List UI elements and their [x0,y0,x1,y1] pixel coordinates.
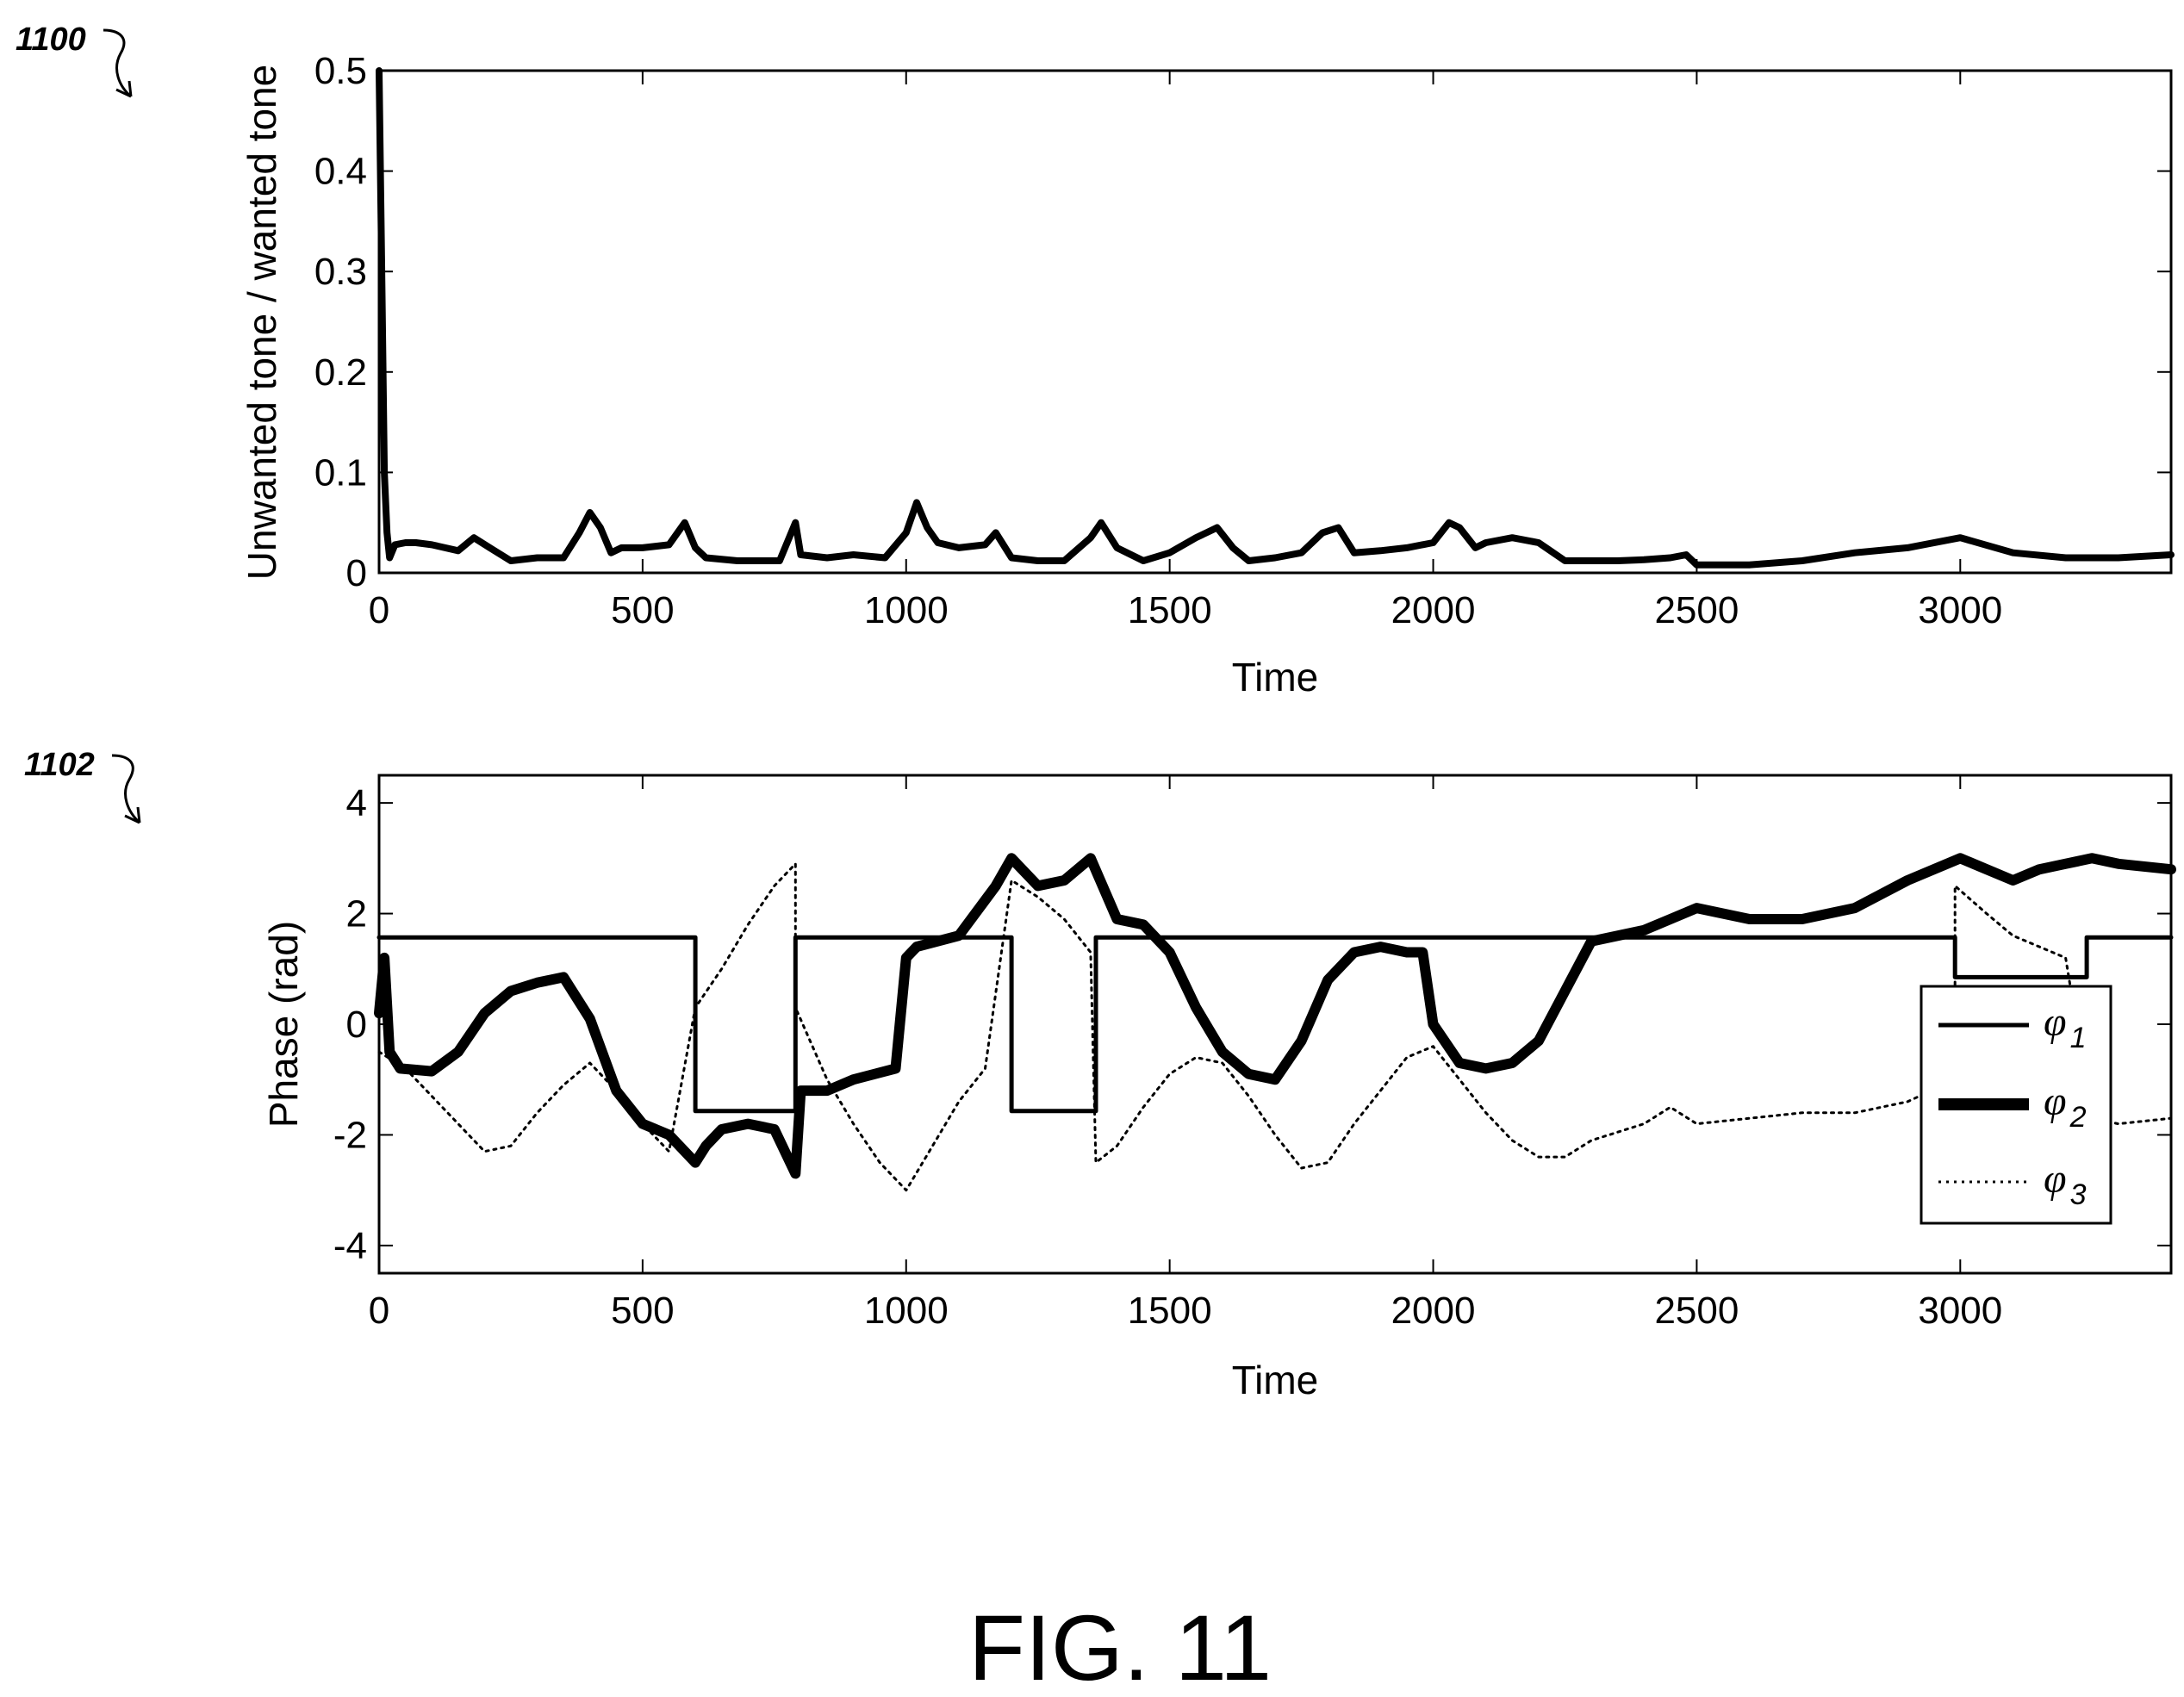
tone-ratio-x-tick-label: 1500 [1128,589,1212,631]
phase-x-tick-label: 1500 [1128,1290,1212,1332]
phase-series-phi3 [377,862,2173,1192]
phase-y-tick-label: 2 [346,893,367,936]
phase-y-tick-label: 0 [346,1004,367,1046]
tone-ratio-x-tick-label: 1000 [864,589,949,631]
ref-bottom-group: 1102 [24,747,141,824]
tone-ratio-y-axis-label: Unwanted tone / wanted tone [240,65,284,580]
phase-y-tick-label: -2 [333,1114,367,1156]
tone-ratio-x-tick-label: 500 [611,589,674,631]
ref-bottom-arrow-line [111,754,141,824]
phase-x-tick-label: 2000 [1391,1290,1476,1332]
legend-subscript: 2 [2069,1101,2087,1134]
tone-ratio-x-tick-label: 2000 [1391,589,1476,631]
tone-ratio-y-tick-label: 0.2 [314,351,367,394]
phase-series-phi1 [376,935,2174,1114]
tone-ratio-chart: 0 500 1000 1500 2000 2500 3000 0 0.1 0.2 0.3 0.4 0.… [240,50,2175,699]
phase-chart: 0 500 1000 1500 2000 2500 3000 -4 -2 0 2 4 Time Ph… [261,774,2176,1402]
phase-x-axis-label: Time [1232,1358,1319,1402]
phase-x-tick-label: 2500 [1654,1290,1739,1332]
phase-y-tick-label: -4 [333,1225,367,1267]
tone-ratio-x-tick-label: 2500 [1654,589,1739,631]
phase-x-tick-label: 500 [611,1290,674,1332]
tone-ratio-x-tick-label: 3000 [1918,589,2002,631]
tone-ratio-x-axis-label: Time [1232,655,1319,699]
tone-ratio-y-tick-label: 0 [346,552,367,594]
tone-ratio-x-tick-label: 0 [369,589,389,631]
ref-top-arrow-head [115,80,133,98]
ref-top-label: 1100 [16,22,86,58]
tone-ratio-plot-frame [377,69,2173,575]
tone-ratio-x-ticks: 0 500 1000 1500 2000 2500 3000 [369,71,2002,631]
ref-bottom-label: 1102 [24,747,95,783]
ref-bottom-arrow-head [124,806,141,824]
tone-ratio-y-tick-label: 0.4 [314,151,367,193]
phase-x-ticks: 0 500 1000 1500 2000 2500 3000 [369,775,2002,1332]
tone-ratio-y-tick-label: 0.1 [314,451,367,494]
phase-x-tick-label: 3000 [1918,1290,2002,1332]
tone-ratio-series-line [376,67,2175,569]
phase-x-tick-label: 0 [369,1290,389,1332]
tone-ratio-y-ticks: 0 0.1 0.2 0.3 0.4 0.5 [314,50,2171,594]
legend-subscript: 3 [2070,1178,2087,1211]
figure-label: FIG. 11 [968,1595,1272,1693]
phase-plot-frame [377,774,2173,1275]
phase-series-group [374,853,2176,1192]
ref-top-arrow-line [103,28,133,98]
tone-ratio-series-group [376,67,2175,569]
phase-x-tick-label: 1000 [864,1290,949,1332]
ref-top-group: 1100 [16,22,133,98]
phase-y-tick-label: 4 [346,782,367,824]
tone-ratio-y-tick-label: 0.3 [314,251,367,293]
phase-y-ticks: -4 -2 0 2 4 [333,782,2171,1267]
tone-ratio-y-tick-label: 0.5 [314,50,367,92]
phase-y-axis-label: Phase (rad) [261,921,306,1128]
legend-subscript: 1 [2070,1022,2087,1054]
